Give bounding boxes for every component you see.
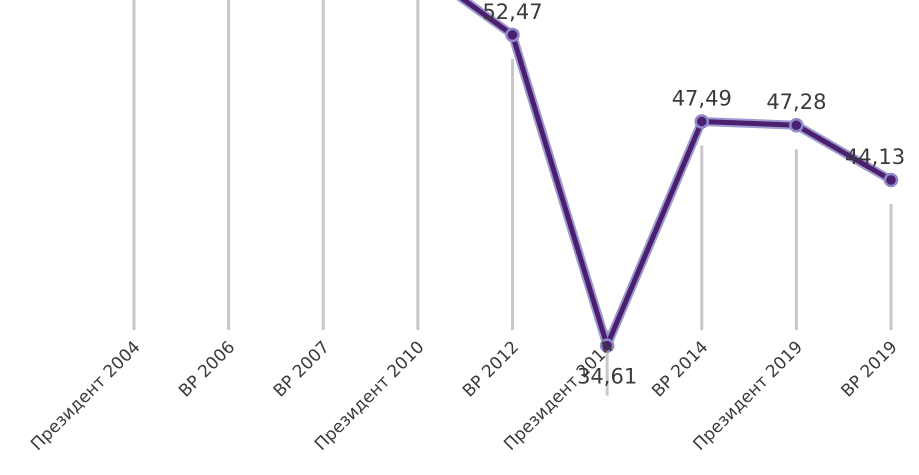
data-point — [505, 27, 520, 43]
value-label: 44,13 — [845, 145, 905, 169]
x-tick-label: Президент 2004 — [27, 337, 144, 454]
value-label: 34,61 — [577, 365, 637, 389]
value-label: 47,28 — [766, 90, 826, 114]
value-labels: 59,1666,2659,6856,3952,4734,6147,4947,28… — [482, 0, 905, 389]
x-tick-label: ВР 2006 — [175, 337, 239, 401]
x-tick-label: ВР 2014 — [648, 337, 712, 401]
x-tick-label: ВР 2019 — [837, 337, 901, 401]
guide-lines — [132, 0, 893, 396]
x-tick-label: ВР 2012 — [459, 337, 523, 401]
data-point — [599, 338, 615, 353]
data-point — [694, 114, 709, 129]
data-point — [883, 172, 899, 188]
value-label: 52,47 — [482, 0, 542, 24]
data-points — [505, 27, 899, 353]
x-tick-label: ВР 2007 — [270, 337, 334, 401]
data-point — [789, 117, 804, 133]
value-label: 47,49 — [672, 87, 732, 111]
